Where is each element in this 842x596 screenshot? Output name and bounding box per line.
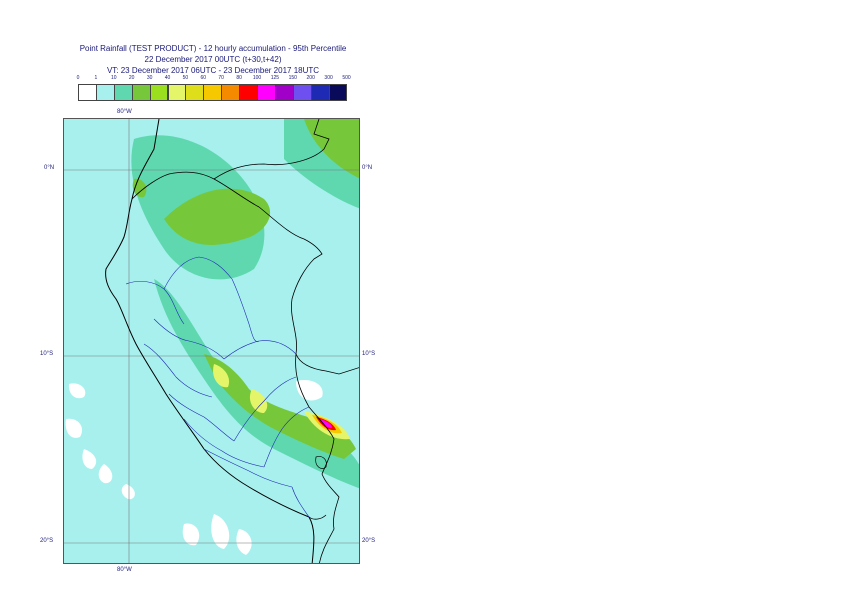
legend-swatch xyxy=(113,84,133,101)
dry-area-8 xyxy=(236,529,252,555)
legend-tick-label: 30 xyxy=(146,75,153,81)
dry-area-9 xyxy=(182,523,200,546)
lat-label-20-right: 20°S xyxy=(362,538,376,544)
lat-label-10-right: 10°S xyxy=(362,351,376,357)
lake-titicaca xyxy=(315,456,327,469)
legend-swatch xyxy=(78,84,97,101)
legend-tick-label: 500 xyxy=(342,75,351,81)
rain-band-20-central xyxy=(204,354,356,459)
dry-area-4 xyxy=(98,464,113,484)
rain-band-20-north xyxy=(164,188,271,245)
lat-label-20-left: 20°S xyxy=(40,538,54,544)
lat-label-10-left: 10°S xyxy=(40,351,54,357)
ecuador-border xyxy=(131,171,260,208)
dry-area-1 xyxy=(68,383,86,399)
map-title: Point Rainfall (TEST PRODUCT) - 12 hourl… xyxy=(79,44,347,53)
legend-tick-label: 1 xyxy=(94,75,98,81)
validity-time: VT: 23 December 2017 06UTC - 23 December… xyxy=(106,66,320,75)
rain-band-20-east xyxy=(304,119,359,179)
legend-swatch xyxy=(131,84,151,101)
legend-swatch xyxy=(185,84,205,101)
rain-band-40-1 xyxy=(213,364,230,388)
legend-tick-label: 150 xyxy=(288,75,297,81)
lat-label-0-left: 0°N xyxy=(44,165,55,171)
legend-tick-label: 10 xyxy=(111,75,117,81)
legend-tick-label: 50 xyxy=(182,75,189,81)
legend-tick-label: 60 xyxy=(200,75,207,81)
legend-tick-label: 100 xyxy=(252,75,262,81)
map-canvas xyxy=(64,119,359,563)
legend-swatch xyxy=(292,84,312,101)
legend-swatch xyxy=(203,84,223,101)
legend-tick-label: 70 xyxy=(218,75,224,81)
regional-borders xyxy=(125,256,310,518)
legend-swatch xyxy=(257,84,276,101)
legend-swatch xyxy=(239,84,258,101)
chile-border xyxy=(308,514,327,520)
rainfall-map: 80°W xyxy=(63,118,360,564)
legend-tick-label: 200 xyxy=(306,75,315,81)
brazil-border xyxy=(258,206,359,375)
rain-core-magenta xyxy=(320,419,332,428)
dry-area-5 xyxy=(121,484,135,500)
legend-swatch xyxy=(310,84,330,101)
legend-swatch xyxy=(274,84,294,101)
legend-tick-label: 20 xyxy=(128,75,135,81)
legend-tick-label: 0 xyxy=(76,75,80,81)
legend-tick-label: 125 xyxy=(270,75,280,81)
run-time: 22 December 2017 00UTC (t+30,t+42) xyxy=(144,55,282,64)
lon-label-bottom: 80°W xyxy=(117,567,132,573)
legend-swatch xyxy=(149,84,169,101)
legend-swatch xyxy=(167,84,187,101)
rain-band-40-2 xyxy=(249,389,268,413)
lat-label-0-right: 0°N xyxy=(362,165,373,171)
lon-label-top-outside: 80°W xyxy=(117,109,132,115)
colombia-border xyxy=(213,119,330,180)
dry-area-3 xyxy=(82,449,97,469)
dry-area-7 xyxy=(211,514,230,549)
legend-tick-label: 40 xyxy=(164,75,171,81)
coastline xyxy=(105,119,315,563)
legend-tick-label: 300 xyxy=(324,75,333,81)
legend-swatch xyxy=(95,84,115,101)
dry-area-2 xyxy=(65,418,83,438)
legend-swatch xyxy=(221,84,241,101)
legend-swatch xyxy=(328,84,348,101)
legend-tick-label: 80 xyxy=(236,75,242,81)
dry-area-6 xyxy=(296,379,323,401)
